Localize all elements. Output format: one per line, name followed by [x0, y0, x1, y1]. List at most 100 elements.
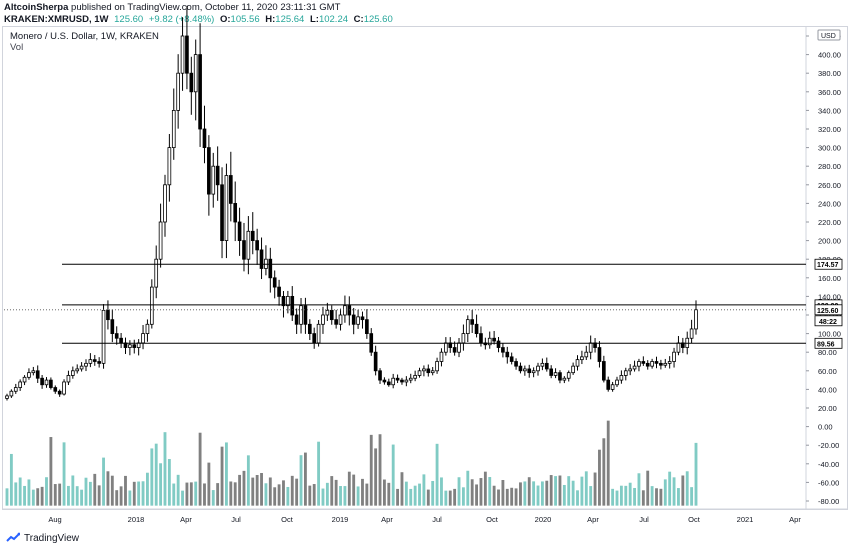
- volume-bar: [88, 481, 92, 506]
- volume-bar: [45, 477, 48, 506]
- volume-bar: [672, 477, 676, 506]
- volume-bar: [514, 488, 518, 506]
- volume-bar: [457, 477, 461, 506]
- candle-body: [246, 230, 251, 260]
- candle-body: [145, 323, 150, 334]
- volume-bar: [62, 442, 66, 506]
- volume-bar: [685, 471, 689, 506]
- candle-body: [408, 377, 413, 381]
- volume-bar: [615, 490, 619, 506]
- volume-bar: [628, 482, 632, 506]
- volume-bar: [655, 488, 658, 506]
- candle-body: [378, 370, 382, 381]
- candle-body: [27, 372, 31, 378]
- candle-body: [44, 379, 49, 386]
- volume-bar: [571, 480, 575, 506]
- candle-body: [360, 316, 365, 321]
- price-change: +9.82 (+8.48%): [148, 14, 215, 25]
- candle-body: [290, 295, 295, 316]
- volume-bar: [339, 486, 342, 506]
- footer-brand[interactable]: TradingView: [24, 532, 80, 544]
- candle-body: [171, 110, 176, 149]
- price-tick-label: 160.00: [818, 274, 841, 283]
- candle-body: [281, 295, 286, 307]
- price-tick-label: 280.00: [818, 162, 841, 171]
- candle-body: [154, 258, 159, 288]
- level-label: 174.57: [817, 262, 839, 269]
- volume-bar: [23, 485, 26, 506]
- volume-bar: [334, 479, 338, 506]
- volume-bar: [343, 486, 347, 506]
- volume-bar: [282, 480, 285, 506]
- volume-bar: [229, 481, 233, 506]
- volume-bar: [211, 490, 215, 506]
- candle-body: [430, 370, 435, 374]
- volume-bar: [264, 483, 268, 506]
- volume-bar: [668, 471, 672, 506]
- volume-bar: [255, 475, 259, 506]
- candle-body: [540, 362, 545, 367]
- volume-bar: [189, 482, 193, 506]
- countdown-label: 48:22: [819, 319, 837, 326]
- tradingview-logo-icon[interactable]: [6, 532, 20, 544]
- candle-body: [356, 316, 360, 325]
- candle-body: [325, 309, 330, 316]
- volume-bar: [382, 479, 386, 506]
- volume-bar: [106, 471, 110, 506]
- time-tick-label: Oct: [281, 515, 294, 524]
- last-price: 125.60: [114, 14, 144, 25]
- volume-bar: [260, 473, 263, 506]
- volume-bar: [580, 476, 584, 506]
- candle-body: [180, 35, 185, 74]
- candle-body: [588, 342, 593, 353]
- volume-bar: [400, 472, 404, 506]
- volume-bar: [268, 477, 272, 506]
- volume-bar: [413, 485, 417, 506]
- candle-body: [531, 370, 536, 374]
- volume-bar: [67, 485, 70, 506]
- volume-bar: [558, 475, 562, 506]
- candle-body: [694, 309, 698, 330]
- volume-bar: [146, 472, 149, 506]
- volume-bar: [238, 474, 242, 506]
- volume-bar: [242, 470, 246, 506]
- volume-bar: [483, 471, 487, 506]
- volume-bar: [347, 471, 351, 506]
- volume-bar: [49, 437, 53, 506]
- volume-bar: [497, 489, 500, 506]
- candle-body: [228, 175, 233, 204]
- ohlc-line: KRAKEN:XMRUSD, 1W 125.60 +9.82 (+8.48%) …: [4, 14, 393, 26]
- published-text: published on TradingView.com, October 11…: [71, 2, 341, 13]
- candle-body: [509, 356, 514, 362]
- candle-body: [299, 305, 303, 325]
- volume-bar: [172, 483, 176, 506]
- volume-bar: [453, 488, 457, 506]
- volume-bar: [159, 463, 163, 506]
- volume-bar: [422, 474, 426, 506]
- candle-body: [470, 319, 475, 325]
- volume-bar: [317, 441, 321, 506]
- price-tick-label: 300.00: [818, 144, 841, 153]
- legend-title: Monero / U.S. Dollar, 1W, KRAKEN: [10, 31, 159, 42]
- candle-body: [338, 314, 343, 325]
- candle-body: [35, 370, 40, 379]
- price-tick-label: 380.00: [818, 69, 841, 78]
- volume-bar: [536, 485, 540, 506]
- volume-bar: [611, 488, 615, 506]
- candle-body: [286, 295, 290, 307]
- volume-bar: [606, 420, 610, 506]
- volume-bar: [694, 442, 698, 506]
- time-tick-label: Apr: [381, 515, 393, 524]
- volume-bar: [641, 490, 645, 506]
- volume-bar: [325, 482, 329, 506]
- horizontal-levels: 174.57130.9089.56: [62, 258, 843, 349]
- price-tick-label: 360.00: [818, 88, 841, 97]
- time-tick-label: Oct: [688, 515, 701, 524]
- candle-body: [417, 370, 422, 376]
- publisher-name[interactable]: AltcoinSherpa: [4, 2, 69, 13]
- volume-bar: [53, 484, 57, 506]
- volume-bar: [576, 490, 579, 506]
- candle-body: [659, 362, 663, 366]
- candle-body: [689, 328, 694, 339]
